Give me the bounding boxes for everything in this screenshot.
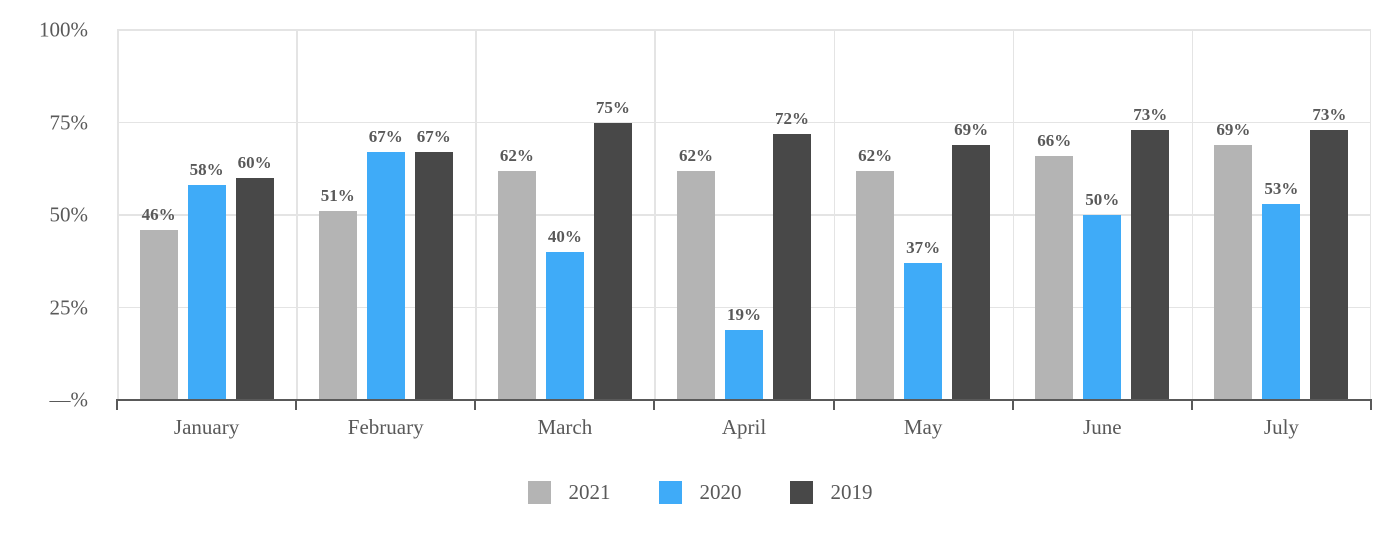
bar-value-label: 62% — [858, 145, 893, 165]
bar-2020-july[interactable] — [1262, 203, 1301, 400]
bar-2021-april[interactable] — [677, 170, 715, 400]
gridline-vertical — [833, 30, 836, 400]
y-axis-label: 50% — [49, 202, 89, 227]
bar-2020-june[interactable] — [1083, 215, 1122, 400]
x-axis-tick — [474, 400, 477, 410]
bar-value-label: 51% — [320, 186, 355, 206]
y-axis-label: 25% — [49, 295, 89, 319]
x-axis-tick — [1190, 400, 1193, 410]
x-axis-label-may: May — [903, 415, 943, 439]
bar-value-label: 66% — [1037, 130, 1072, 150]
bar-value-label: 69% — [954, 119, 989, 139]
bar-value-label: 72% — [775, 108, 809, 128]
plot-border-left — [117, 30, 119, 400]
bar-value-label: 73% — [1312, 104, 1347, 124]
bar-2019-january[interactable] — [235, 178, 274, 400]
legend-item-2020[interactable]: 2020 — [658, 480, 742, 504]
x-axis-tick — [1370, 400, 1372, 410]
plot-border-right — [1369, 30, 1371, 400]
bar-2019-february[interactable] — [414, 152, 453, 400]
gridline-horizontal — [117, 121, 1371, 124]
bar-value-label: 50% — [1085, 190, 1120, 209]
gridline-vertical — [475, 30, 477, 400]
bar-value-label: 58% — [189, 160, 224, 180]
bar-value-label: 73% — [1133, 104, 1168, 124]
bar-2019-march[interactable] — [593, 122, 632, 400]
legend-swatch-icon — [789, 481, 813, 504]
bar-2021-july[interactable] — [1214, 144, 1253, 400]
legend-label: 2019 — [830, 480, 873, 504]
bar-2020-april[interactable] — [725, 329, 763, 400]
y-axis-label: 75% — [49, 110, 89, 134]
legend-item-2019[interactable]: 2019 — [789, 480, 873, 504]
gridline-vertical — [1012, 30, 1015, 400]
bar-2020-march[interactable] — [545, 252, 584, 400]
bar-value-label: 69% — [1216, 119, 1251, 139]
x-axis-line — [116, 398, 1372, 401]
x-axis-label-february: February — [347, 415, 424, 439]
x-axis-label-january: January — [173, 415, 240, 439]
x-axis-tick — [295, 400, 298, 410]
plot-area: 46% 58% 60% 51% 67% 67% 62% 40% 75% 62% 19% 72% 62% 3… — [117, 29, 1371, 400]
y-axis-label: 100% — [39, 17, 88, 42]
gridline-vertical — [654, 30, 656, 400]
bar-value-label: 62% — [499, 145, 534, 165]
x-axis-tick — [1011, 400, 1014, 410]
x-axis-tick — [832, 400, 835, 410]
bar-value-label: 46% — [141, 204, 176, 224]
x-axis-label-march: March — [537, 415, 593, 439]
bar-value-label: 60% — [237, 153, 272, 172]
gridline-vertical — [296, 30, 298, 400]
legend-swatch-icon — [527, 481, 551, 504]
x-axis-tick — [116, 400, 118, 410]
x-axis-tick — [653, 400, 656, 410]
y-axis-label: —% — [49, 387, 89, 412]
bar-2019-may[interactable] — [952, 144, 991, 400]
bar-2021-january[interactable] — [139, 229, 178, 400]
x-axis-label-april: April — [721, 415, 767, 439]
bar-2021-february[interactable] — [318, 211, 357, 400]
gridline-vertical — [1191, 30, 1194, 400]
gridline-horizontal — [117, 306, 1371, 309]
x-axis-label-june: June — [1083, 415, 1122, 439]
x-axis-label-july: July — [1263, 415, 1299, 439]
bar-value-label: 19% — [727, 304, 761, 324]
bar-2021-may[interactable] — [856, 170, 895, 400]
legend-label: 2020 — [699, 480, 742, 504]
bar-value-label: 75% — [595, 97, 630, 117]
bar-2019-june[interactable] — [1131, 129, 1170, 400]
bar-value-label: 37% — [906, 238, 941, 258]
bar-value-label: 67% — [368, 127, 403, 147]
bar-2020-february[interactable] — [366, 152, 405, 400]
bar-value-label: 67% — [416, 127, 451, 147]
bar-2021-june[interactable] — [1035, 155, 1074, 400]
bar-2019-april[interactable] — [773, 133, 811, 400]
bar-2019-july[interactable] — [1310, 129, 1349, 400]
legend-item-2021[interactable]: 2021 — [527, 480, 611, 504]
bar-value-label: 40% — [547, 227, 582, 246]
legend-label: 2021 — [568, 480, 611, 504]
legend: 2021 2020 2019 — [0, 481, 1400, 504]
bar-value-label: 53% — [1264, 178, 1299, 198]
bar-2020-january[interactable] — [187, 185, 226, 400]
gridline-horizontal — [117, 214, 1371, 216]
bar-2021-march[interactable] — [497, 170, 536, 400]
gridline-horizontal — [117, 29, 1371, 31]
legend-swatch-icon — [658, 481, 682, 504]
bar-value-label: 62% — [679, 145, 713, 165]
bar-2020-may[interactable] — [904, 263, 943, 400]
